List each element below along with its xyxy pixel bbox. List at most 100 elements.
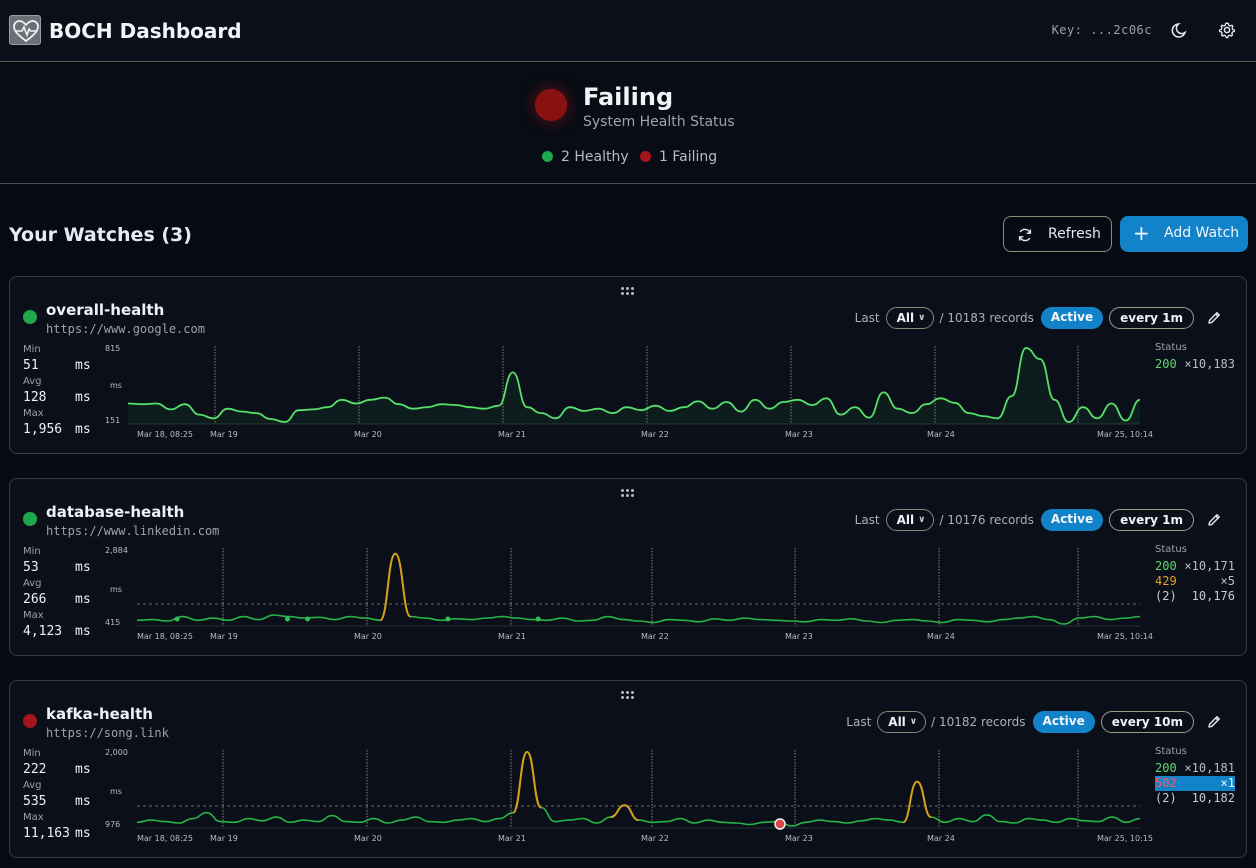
y-axis-min: 415 [105, 618, 121, 627]
x-axis-label: Mar 24 [927, 430, 955, 439]
y-axis-max: 2,000 [105, 748, 128, 757]
failing-count: 1 Failing [640, 149, 717, 165]
slow-response-spike [512, 750, 542, 814]
slow-response-spike [379, 552, 412, 622]
edit-pencil-icon[interactable] [1206, 310, 1222, 326]
status-code: (2) [1155, 791, 1177, 805]
watch-status-dot [23, 310, 37, 324]
avg-label: Avg [23, 578, 42, 589]
add-watch-label: Add Watch [1164, 225, 1240, 241]
status-code: 200 [1155, 357, 1177, 371]
watch-name: database-health [46, 503, 185, 521]
min-value: 53 ms [23, 560, 91, 575]
avg-value: 266 ms [23, 592, 91, 607]
healthy-count: 2 Healthy [542, 149, 629, 165]
add-watch-button[interactable]: + Add Watch [1120, 216, 1248, 252]
x-axis-label: Mar 23 [785, 632, 813, 641]
dark-mode-toggle-icon[interactable] [1170, 20, 1190, 40]
data-point-marker [174, 616, 180, 622]
x-axis-label: Mar 18, 08:25 [137, 430, 193, 439]
chevron-down-icon: ∨ [909, 717, 918, 727]
max-label: Max [23, 610, 44, 621]
watch-url: https://www.linkedin.com [46, 524, 220, 538]
status-count: ×10,181 [1184, 761, 1235, 775]
watch-controls: Last All ∨ / 10183 records Active every 1m [855, 306, 1222, 330]
data-point-marker [535, 616, 541, 622]
range-prefix: Last [854, 513, 880, 527]
system-health-panel: Failing System Health Status 2 Healthy 1… [0, 63, 1256, 184]
x-axis-label: Mar 19 [210, 632, 238, 641]
min-value: 222 ms [23, 762, 91, 777]
slow-response-spike [902, 780, 932, 824]
active-toggle[interactable]: Active [1032, 711, 1095, 733]
status-code: 502 [1155, 776, 1177, 790]
records-count: / 10183 records [939, 311, 1034, 325]
y-axis-unit: ms [110, 381, 122, 390]
x-axis-label: Mar 22 [641, 834, 669, 843]
range-select[interactable]: All ∨ [885, 509, 935, 531]
data-point-marker [305, 616, 311, 622]
edit-pencil-icon[interactable] [1206, 512, 1222, 528]
interval-badge[interactable]: every 10m [1100, 711, 1194, 733]
active-toggle[interactable]: Active [1040, 307, 1104, 329]
x-axis-label: Mar 24 [927, 632, 955, 641]
status-row: 200 ×10,181 [1155, 761, 1235, 776]
status-count: 10,176 [1191, 589, 1235, 603]
status-heading: Status [1155, 746, 1187, 757]
range-select[interactable]: All ∨ [885, 307, 935, 329]
health-status-indicator [535, 89, 567, 121]
settings-gear-icon[interactable] [1217, 20, 1237, 40]
y-axis-max: 815 [105, 344, 121, 353]
response-time-chart [127, 346, 1141, 425]
range-prefix: Last [846, 715, 872, 729]
min-value: 51 ms [23, 358, 91, 373]
health-status-subtitle: System Health Status [583, 114, 735, 130]
slow-response-spike [610, 804, 639, 822]
active-toggle[interactable]: Active [1040, 509, 1104, 531]
drag-handle-icon[interactable] [621, 691, 637, 701]
drag-handle-icon[interactable] [621, 287, 637, 297]
y-axis-unit: ms [110, 787, 122, 796]
x-axis-label: Mar 25, 10:14 [1097, 632, 1153, 641]
range-select[interactable]: All ∨ [877, 711, 927, 733]
watch-status-dot [23, 714, 37, 728]
min-label: Min [23, 344, 41, 355]
status-code: 200 [1155, 761, 1177, 775]
series-area [128, 348, 1140, 424]
x-axis-label: Mar 25, 10:15 [1097, 834, 1153, 843]
status-heading: Status [1155, 342, 1187, 353]
max-value: 11,163 ms [23, 826, 91, 841]
min-label: Min [23, 546, 41, 557]
avg-value: 535 ms [23, 794, 91, 809]
avg-value: 128 ms [23, 390, 91, 405]
status-code: 429 [1155, 574, 1177, 588]
watch-card: kafka-health https://song.link Last All ∨ / 1… [9, 680, 1247, 858]
latency-stats: Min 51 ms Avg 128 ms Max 1,956 ms [23, 344, 103, 440]
plus-icon: + [1133, 221, 1150, 245]
refresh-button[interactable]: Refresh [1003, 216, 1112, 252]
x-axis-label: Mar 25, 10:14 [1097, 430, 1153, 439]
avg-label: Avg [23, 376, 42, 387]
x-axis-label: Mar 21 [498, 632, 526, 641]
interval-badge[interactable]: every 1m [1109, 307, 1194, 329]
x-axis-label: Mar 20 [354, 834, 382, 843]
latency-stats: Min 222 ms Avg 535 ms Max 11,163 ms [23, 748, 103, 844]
status-row: (2) 10,182 [1155, 791, 1235, 806]
refresh-label: Refresh [1048, 226, 1101, 242]
interval-badge[interactable]: every 1m [1109, 509, 1194, 531]
status-count: ×5 [1220, 574, 1235, 588]
max-label: Max [23, 408, 44, 419]
status-row: 502 ×1 [1155, 776, 1235, 791]
status-count: 10,182 [1191, 791, 1235, 805]
x-axis-label: Mar 21 [498, 834, 526, 843]
x-axis-label: Mar 18, 08:25 [137, 632, 193, 641]
series-line [136, 751, 1141, 827]
status-code-summary: Status 200 ×10,183 [1155, 342, 1235, 372]
status-heading: Status [1155, 544, 1187, 555]
x-axis-label: Mar 20 [354, 430, 382, 439]
x-axis-label: Mar 23 [785, 834, 813, 843]
drag-handle-icon[interactable] [621, 489, 637, 499]
watch-card: database-health https://www.linkedin.com L… [9, 478, 1247, 656]
edit-pencil-icon[interactable] [1206, 714, 1222, 730]
chevron-down-icon: ∨ [918, 515, 926, 525]
